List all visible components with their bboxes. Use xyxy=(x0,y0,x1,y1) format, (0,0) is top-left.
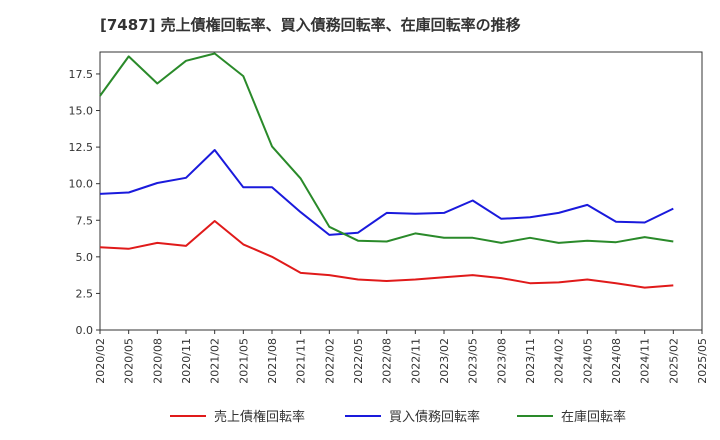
x-tick-label: 2020/08 xyxy=(151,338,164,384)
x-tick-label: 2020/11 xyxy=(180,338,193,384)
x-tick-label: 2021/08 xyxy=(266,338,279,384)
series-line-3 xyxy=(99,52,674,244)
series-lines xyxy=(99,52,674,289)
x-tick-label: 2021/05 xyxy=(237,338,250,384)
legend-label-1: 売上債権回転率 xyxy=(214,409,305,425)
x-tick-label: 2023/05 xyxy=(467,338,480,384)
y-tick-label: 17.5 xyxy=(69,68,94,81)
y-tick-label: 2.5 xyxy=(76,287,94,300)
y-tick-label: 15.0 xyxy=(69,105,94,118)
x-tick-label: 2022/05 xyxy=(352,338,365,384)
x-tick-label: 2024/02 xyxy=(553,338,566,384)
x-tick-label: 2021/02 xyxy=(209,338,222,384)
x-tick-label: 2022/11 xyxy=(409,338,422,384)
x-tick-label: 2024/11 xyxy=(639,338,652,384)
plot-frame xyxy=(99,51,703,331)
x-tick-label: 2020/05 xyxy=(123,338,136,384)
x-tick-label: 2024/05 xyxy=(581,338,594,384)
x-tick-label: 2023/08 xyxy=(495,338,508,384)
x-tick-label: 2023/11 xyxy=(524,338,537,384)
x-tick-label: 2020/02 xyxy=(94,338,107,384)
x-tick-label: 2025/02 xyxy=(667,338,680,384)
x-tick-label: 2021/11 xyxy=(295,338,308,384)
y-tick-label: 5.0 xyxy=(76,251,94,264)
x-tick-label: 2023/02 xyxy=(438,338,451,384)
series-line-1 xyxy=(99,220,674,289)
y-tick-label: 0.0 xyxy=(76,324,94,337)
x-tick-label: 2024/08 xyxy=(610,338,623,384)
y-tick-label: 7.5 xyxy=(76,214,94,227)
y-tick-label: 12.5 xyxy=(69,141,94,154)
axes xyxy=(99,51,703,331)
x-tick-label: 2022/02 xyxy=(323,338,336,384)
y-tick-label: 10.0 xyxy=(69,178,94,191)
legend-label-2: 買入債務回転率 xyxy=(389,409,480,425)
chart-title: [7487] 売上債権回転率、買入債務回転率、在庫回転率の推移 xyxy=(100,16,521,34)
x-tick-label: 2025/05 xyxy=(696,338,709,384)
series-line-2 xyxy=(99,149,674,236)
legend-label-3: 在庫回転率 xyxy=(561,409,626,425)
y-axis-ticks: 0.0 2.5 5.0 7.5 10.0 12.5 15.0 17.5 xyxy=(69,68,100,337)
x-axis-ticks: 2020/02 2020/05 2020/08 2020/11 2021/02 2021/… xyxy=(94,330,709,384)
x-tick-label: 2022/08 xyxy=(381,338,394,384)
legend: 売上債権回転率 買入債務回転率 在庫回転率 xyxy=(170,409,626,425)
